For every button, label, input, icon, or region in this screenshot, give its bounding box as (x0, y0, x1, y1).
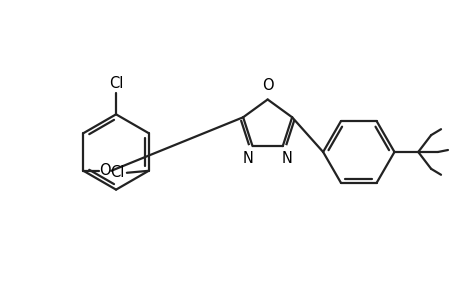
Text: O: O (99, 163, 111, 178)
Text: O: O (261, 77, 273, 92)
Text: N: N (242, 151, 253, 166)
Text: Cl: Cl (110, 165, 125, 180)
Text: N: N (281, 151, 291, 166)
Text: Cl: Cl (109, 76, 123, 91)
